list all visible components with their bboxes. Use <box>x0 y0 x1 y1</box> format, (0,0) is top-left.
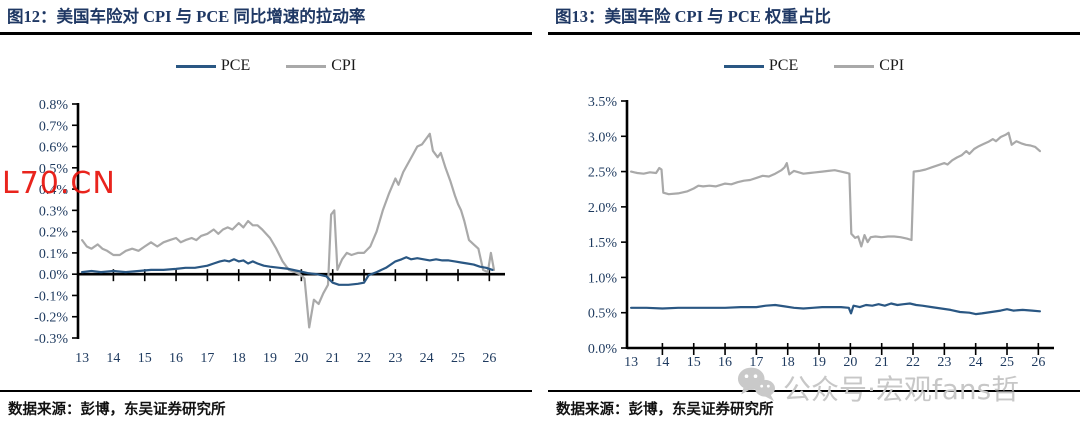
svg-text:23: 23 <box>937 355 951 370</box>
svg-text:24: 24 <box>969 355 983 370</box>
cpi-line-swatch <box>834 64 875 68</box>
svg-text:15: 15 <box>138 351 152 366</box>
line-chart-fig12: 0.8% 0.7% 0.6% 0.5% 0.4% 0.3% 0.2% 0.1% 0.0% -0.1… <box>34 98 505 366</box>
svg-text:3.0%: 3.0% <box>588 130 618 145</box>
svg-text:18: 18 <box>781 355 795 370</box>
svg-text:16: 16 <box>169 351 183 366</box>
svg-text:25: 25 <box>451 351 465 366</box>
figure-12-title: 图12：美国车险对 CPI 与 PCE 同比增速的拉动率 <box>0 0 532 35</box>
legend-item-pce: PCE <box>723 57 799 75</box>
svg-text:0.5%: 0.5% <box>39 162 69 177</box>
cpi-line-swatch <box>286 64 327 68</box>
legend: PCE CPI <box>0 55 532 77</box>
data-source-note: 数据来源：彭博，东吴证券研究所 <box>8 402 226 418</box>
legend-item-cpi: CPI <box>286 57 356 75</box>
svg-text:0.0%: 0.0% <box>39 268 69 283</box>
svg-text:0.0%: 0.0% <box>588 342 618 357</box>
svg-text:0.2%: 0.2% <box>39 226 69 241</box>
pce-line-swatch <box>723 64 764 68</box>
svg-text:13: 13 <box>75 351 89 366</box>
svg-text:20: 20 <box>294 351 308 366</box>
svg-text:23: 23 <box>388 351 402 366</box>
legend-label-pce: PCE <box>768 57 799 74</box>
legend: PCE CPI <box>548 55 1080 77</box>
legend-item-cpi: CPI <box>834 57 904 75</box>
svg-text:26: 26 <box>482 351 496 366</box>
legend-label-cpi: CPI <box>879 57 905 74</box>
svg-text:21: 21 <box>875 355 889 370</box>
svg-text:19: 19 <box>263 351 277 366</box>
svg-text:2.5%: 2.5% <box>588 166 618 181</box>
svg-text:-0.2%: -0.2% <box>34 311 68 326</box>
pce-line-swatch <box>175 64 216 68</box>
svg-text:0.1%: 0.1% <box>39 247 69 262</box>
svg-text:0.5%: 0.5% <box>588 307 618 322</box>
svg-text:0.7%: 0.7% <box>39 119 69 134</box>
svg-text:1.5%: 1.5% <box>588 236 618 251</box>
figure-13-title: 图13：美国车险 CPI 与 PCE 权重占比 <box>548 0 1080 35</box>
svg-text:21: 21 <box>326 351 340 366</box>
svg-text:2.0%: 2.0% <box>588 201 618 216</box>
svg-text:13: 13 <box>624 355 638 370</box>
svg-text:0.6%: 0.6% <box>39 141 69 156</box>
svg-text:22: 22 <box>906 355 920 370</box>
svg-text:18: 18 <box>232 351 246 366</box>
figure-13-footer: 数据来源：彭博，东吴证券研究所 <box>548 390 1080 419</box>
legend-label-cpi: CPI <box>331 57 357 74</box>
svg-text:3.5%: 3.5% <box>588 95 618 110</box>
svg-text:19: 19 <box>812 355 826 370</box>
svg-text:25: 25 <box>1000 355 1014 370</box>
svg-text:17: 17 <box>749 355 763 370</box>
figure-13-panel: 图13：美国车险 CPI 与 PCE 权重占比 PCE CPI 3.5% 3.0%… <box>548 0 1080 432</box>
data-source-note: 数据来源：彭博，东吴证券研究所 <box>556 402 774 418</box>
svg-text:14: 14 <box>655 355 669 370</box>
svg-text:0.4%: 0.4% <box>39 183 69 198</box>
svg-text:24: 24 <box>420 351 434 366</box>
svg-text:16: 16 <box>718 355 732 370</box>
svg-text:14: 14 <box>106 351 120 366</box>
svg-text:17: 17 <box>200 351 214 366</box>
figure-12-footer: 数据来源：彭博，东吴证券研究所 <box>0 390 532 419</box>
svg-text:20: 20 <box>843 355 857 370</box>
svg-text:-0.3%: -0.3% <box>34 332 68 347</box>
line-chart-fig13: 3.5% 3.0% 2.5% 2.0% 1.5% 1.0% 0.5% 0.0% 13 14 15 16… <box>588 95 1054 370</box>
svg-text:22: 22 <box>357 351 371 366</box>
svg-text:26: 26 <box>1031 355 1045 370</box>
legend-label-pce: PCE <box>220 57 251 74</box>
figure-12-panel: 图12：美国车险对 CPI 与 PCE 同比增速的拉动率 PCE CPI 0.8… <box>0 0 532 432</box>
legend-item-pce: PCE <box>175 57 251 75</box>
svg-text:15: 15 <box>687 355 701 370</box>
svg-text:-0.1%: -0.1% <box>34 289 68 304</box>
svg-text:1.0%: 1.0% <box>588 271 618 286</box>
svg-text:0.3%: 0.3% <box>39 204 69 219</box>
svg-text:0.8%: 0.8% <box>39 98 69 113</box>
